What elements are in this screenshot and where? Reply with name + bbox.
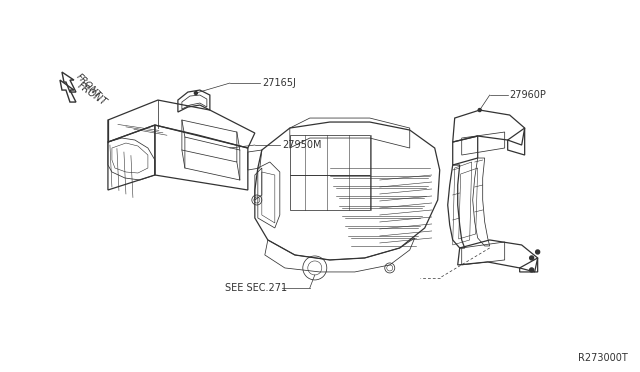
Text: FRONT: FRONT: [74, 72, 102, 100]
Text: FRONT: FRONT: [76, 80, 109, 108]
Circle shape: [536, 250, 540, 254]
Circle shape: [195, 92, 197, 94]
Circle shape: [530, 256, 534, 260]
Text: R273000T: R273000T: [578, 353, 627, 363]
Text: 27950M: 27950M: [282, 140, 321, 150]
Text: 27165J: 27165J: [262, 78, 296, 88]
Circle shape: [530, 268, 534, 272]
Circle shape: [478, 109, 481, 112]
Text: SEE SEC.271: SEE SEC.271: [225, 283, 287, 293]
Text: 27960P: 27960P: [509, 90, 547, 100]
